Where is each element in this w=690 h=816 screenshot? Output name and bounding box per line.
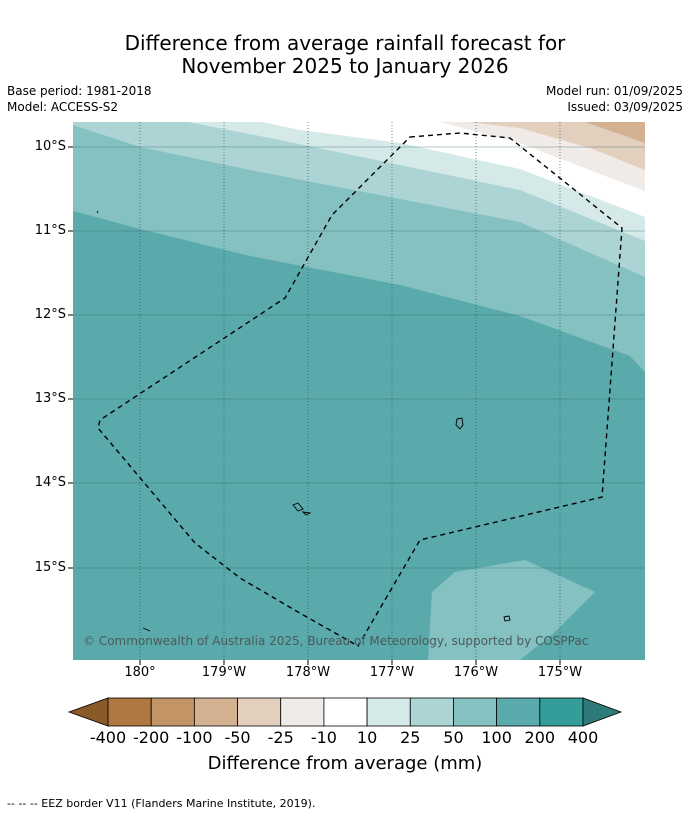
- colorbar-segment: [453, 697, 498, 727]
- colorbar-segment: [366, 697, 411, 727]
- colorbar-tick-label: 50: [443, 728, 464, 747]
- colorbar-tick-label: -400: [89, 728, 127, 747]
- colorbar-tick-label: -50: [224, 728, 251, 747]
- issued-label: Issued: 03/09/2025: [567, 100, 683, 114]
- island-southwest: [142, 627, 151, 632]
- island-wallis-small: [301, 511, 312, 516]
- island-northwest: [96, 210, 99, 214]
- colorbar-tick-label: 10: [356, 728, 378, 747]
- lat-label-13s: 13°S: [34, 391, 66, 406]
- lon-label-180: 180°: [124, 665, 156, 680]
- map-plot-area: [73, 122, 645, 660]
- colorbar-tick-label: -25: [267, 728, 294, 747]
- islands: [96, 210, 511, 632]
- lat-label-14s: 14°S: [34, 475, 66, 490]
- colorbar-segment: [193, 697, 238, 727]
- island-anomaly-patch: [428, 560, 595, 660]
- colorbar-under-arrow: [67, 697, 109, 727]
- colorbar-segment: [107, 697, 152, 727]
- copyright-notice: © Commonwealth of Australia 2025, Bureau…: [83, 634, 589, 648]
- colorbar-segment: [539, 697, 584, 727]
- colorbar-segment: [409, 697, 454, 727]
- eez-legend-footer: -- -- -- EEZ border V11 (Flanders Marine…: [7, 797, 316, 810]
- lon-label-177w: 177°W: [369, 665, 415, 680]
- base-period-label: Base period: 1981-2018: [7, 84, 152, 98]
- colorbar-segment: [150, 697, 195, 727]
- colorbar-tick-label: -10: [310, 728, 337, 747]
- lat-label-12s: 12°S: [34, 307, 66, 322]
- colorbar-tick-label: -200: [133, 728, 170, 747]
- latitude-gridlines: [73, 146, 645, 569]
- anomaly-band-neg50-neg25: [468, 122, 645, 170]
- lon-label-176w: 176°W: [453, 665, 499, 680]
- island-wallis: [292, 502, 304, 512]
- colorbar-segment: [237, 697, 282, 727]
- colorbar-segment: [496, 697, 541, 727]
- colorbar-title: Difference from average (mm): [207, 753, 483, 774]
- anomaly-band-neg100-neg50: [585, 122, 645, 143]
- colorbar-tick-label: 400: [567, 728, 599, 747]
- lon-label-175w: 175°W: [537, 665, 583, 680]
- lat-label-10s: 10°S: [34, 139, 66, 154]
- colorbar-tick-label: 100: [481, 728, 512, 747]
- model-run-label: Model run: 01/09/2025: [545, 84, 683, 98]
- map-title-line-2: November 2025 to January 2026: [181, 54, 509, 78]
- lon-label-178w: 178°W: [285, 665, 331, 680]
- colorbar-tick-label: 25: [400, 728, 421, 747]
- map-title-line-1: Difference from average rainfall forecas…: [124, 31, 566, 55]
- eez-border-line: [97, 132, 623, 647]
- lat-label-15s: 15°S: [34, 560, 66, 575]
- anomaly-band-100-200: [73, 211, 645, 660]
- map-tick-marks: [68, 146, 561, 665]
- colorbar: [67, 697, 623, 727]
- colorbar-tick-label: 200: [524, 728, 556, 747]
- colorbar-over-arrow: [582, 697, 623, 727]
- colorbar-tick-label: -100: [176, 728, 213, 747]
- island-east: [455, 417, 464, 430]
- colorbar-segment: [323, 697, 368, 727]
- lon-label-179w: 179°W: [201, 665, 247, 680]
- colorbar-segment: [280, 697, 325, 727]
- lat-label-11s: 11°S: [34, 223, 66, 238]
- island-southeast: [503, 615, 511, 622]
- model-label: Model: ACCESS-S2: [7, 100, 119, 114]
